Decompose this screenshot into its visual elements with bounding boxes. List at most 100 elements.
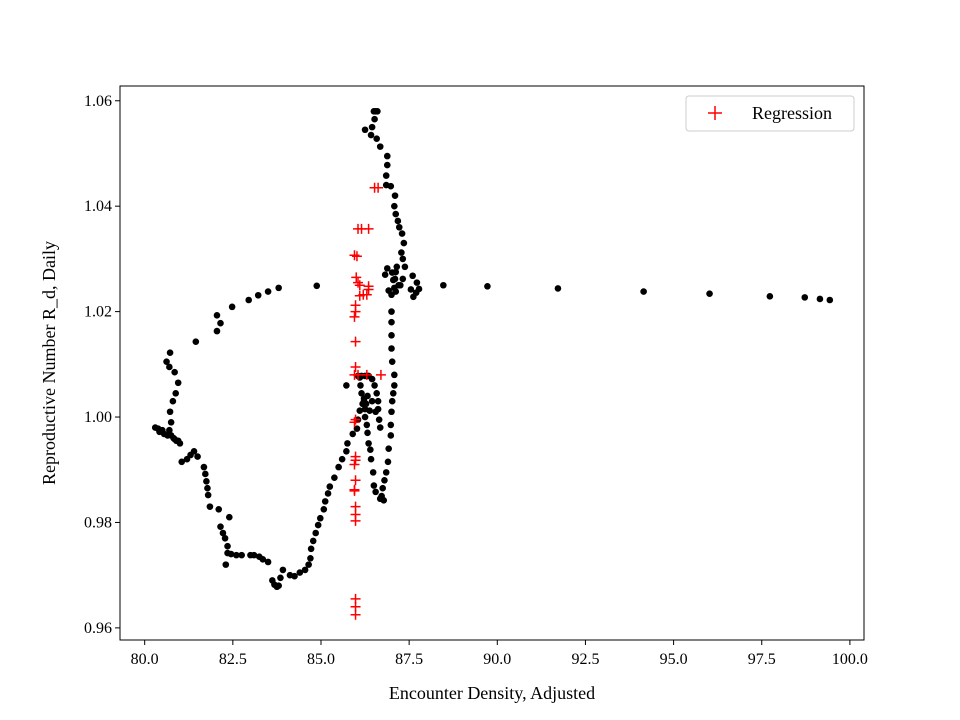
data-point <box>307 545 315 553</box>
data-point <box>370 108 378 115</box>
data-point <box>366 407 373 415</box>
data-marks <box>151 108 834 620</box>
data-point <box>213 311 221 319</box>
data-point <box>368 375 376 383</box>
data-point <box>410 293 417 301</box>
data-point <box>484 283 491 290</box>
data-point <box>174 379 182 387</box>
data-point <box>215 505 223 513</box>
regression-point <box>349 417 360 428</box>
x-tick-label: 97.5 <box>748 651 776 668</box>
data-point <box>388 397 396 405</box>
data-point <box>269 577 276 584</box>
data-point <box>358 390 365 397</box>
data-point <box>174 437 182 445</box>
regression-point <box>350 475 361 486</box>
regression-point <box>350 609 361 620</box>
data-point <box>361 126 369 134</box>
regression-point <box>350 336 361 347</box>
data-point <box>395 281 402 289</box>
data-point <box>398 249 405 256</box>
data-point <box>254 291 262 299</box>
regression-point <box>351 251 362 262</box>
data-point <box>388 308 395 315</box>
data-point <box>393 263 401 271</box>
data-point <box>369 469 377 476</box>
plot-area <box>120 86 864 640</box>
data-point <box>382 172 390 179</box>
data-point <box>324 490 332 497</box>
data-point <box>409 272 416 280</box>
data-point <box>313 282 321 290</box>
regression-point <box>350 455 361 466</box>
data-point <box>391 382 398 389</box>
data-point <box>362 400 370 408</box>
data-point <box>392 268 400 276</box>
data-point <box>372 408 379 416</box>
data-point <box>640 288 647 295</box>
data-point <box>389 390 397 397</box>
y-axis-label: Reproductive Number R_d, Daily <box>39 241 59 485</box>
data-point <box>264 558 272 566</box>
y-tick-label: 1.06 <box>84 93 112 110</box>
data-point <box>392 210 400 218</box>
data-point <box>399 255 407 263</box>
x-tick-label: 90.0 <box>483 651 511 668</box>
regression-point <box>353 369 364 380</box>
data-point <box>204 484 211 492</box>
data-point <box>349 430 357 438</box>
y-tick-label: 1.04 <box>84 198 112 215</box>
data-point <box>368 123 376 131</box>
data-point <box>382 181 390 189</box>
data-point <box>169 397 177 405</box>
data-point <box>166 363 173 371</box>
data-point <box>388 332 395 339</box>
data-point <box>338 455 346 463</box>
regression-point <box>349 485 360 496</box>
data-point <box>164 432 171 439</box>
data-point <box>361 413 369 421</box>
data-point <box>365 440 372 447</box>
data-point <box>219 529 227 537</box>
data-point <box>192 338 200 345</box>
data-point <box>373 135 380 143</box>
data-point <box>391 202 398 210</box>
regression-point <box>349 250 360 261</box>
data-point <box>368 397 376 405</box>
legend-box <box>685 95 855 132</box>
legend: Regression <box>685 95 855 132</box>
y-tick-label: 1.02 <box>84 304 112 321</box>
x-tick-label: 92.5 <box>571 651 599 668</box>
data-point <box>316 514 324 522</box>
data-point <box>360 395 368 402</box>
data-point <box>364 429 371 437</box>
data-point <box>370 482 378 489</box>
y-axis-ticks: 0.96 0.98 1.00 1.02 1.04 1.06 <box>84 93 120 637</box>
data-point <box>367 455 375 463</box>
regression-point <box>349 311 360 322</box>
legend-plus-marker <box>708 106 722 120</box>
data-point <box>206 503 214 510</box>
y-tick-label: 1.00 <box>84 409 112 426</box>
y-tick-label: 0.96 <box>84 620 112 637</box>
data-point <box>371 115 378 123</box>
data-point <box>326 483 334 490</box>
data-point <box>394 217 402 225</box>
data-point <box>296 569 304 576</box>
x-tick-label: 82.5 <box>219 651 247 668</box>
data-point <box>376 424 384 431</box>
data-point <box>399 275 407 283</box>
data-point <box>163 358 170 365</box>
regression-point <box>349 459 360 470</box>
x-axis-label: Encounter Density, Adjusted <box>389 683 595 703</box>
data-point <box>221 534 229 542</box>
data-point <box>151 424 159 431</box>
data-point <box>367 446 374 454</box>
data-point <box>554 285 562 292</box>
data-point <box>407 286 415 293</box>
data-point <box>375 416 383 423</box>
data-point <box>400 239 408 247</box>
data-point <box>379 484 386 492</box>
data-point <box>172 390 180 397</box>
data-point <box>301 566 309 574</box>
